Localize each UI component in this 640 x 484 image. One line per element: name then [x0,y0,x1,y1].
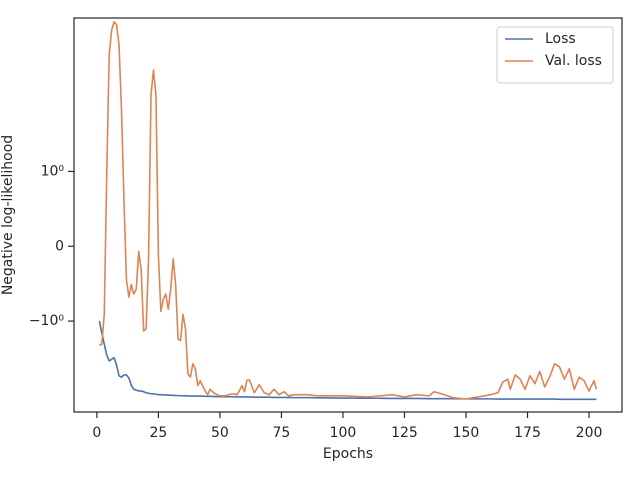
x-tick-label: 75 [273,425,291,441]
x-tick-label: 0 [92,425,101,441]
y-tick-label: −10⁰ [29,313,65,329]
series-line [98,320,597,401]
y-tick-label: 0 [55,238,64,254]
x-tick-label: 125 [391,425,418,441]
y-tick-label: 10⁰ [41,163,65,179]
series-line [98,20,598,400]
legend-label: Val. loss [545,53,602,69]
y-axis-label: Negative log-likelihood [0,135,16,295]
x-tick-label: 175 [514,425,541,441]
x-tick-label: 150 [453,425,480,441]
legend-label: Loss [545,31,576,47]
x-tick-label: 25 [149,425,167,441]
x-tick-label: 200 [576,425,603,441]
x-tick-label: 50 [211,425,229,441]
legend-box [496,26,614,84]
x-axis-label: Epochs [323,446,373,462]
plot-frame [73,17,623,413]
x-tick-label: 100 [330,425,357,441]
